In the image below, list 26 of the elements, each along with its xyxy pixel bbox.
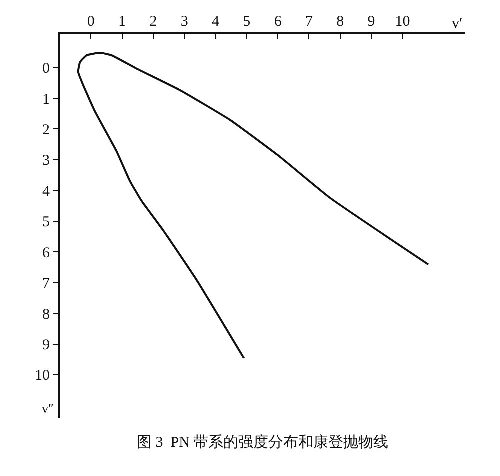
x-tick-label: 10	[395, 14, 410, 30]
y-tick-label: 1	[42, 92, 50, 108]
y-tick-label: 3	[42, 153, 50, 170]
x-tick-label: 5	[243, 14, 251, 30]
y-tick-label: 0	[42, 61, 50, 78]
y-tick-label: 8	[42, 306, 50, 323]
x-tick-label: 8	[336, 14, 344, 30]
x-tick-label: 3	[180, 14, 188, 30]
x-tick-label: 9	[368, 14, 376, 30]
y-tick-label: 7	[42, 276, 50, 292]
x-tick-label: 4	[212, 14, 220, 30]
x-tick-label: 6	[274, 14, 282, 30]
y-tick-label: 5	[42, 214, 50, 231]
x-axis-title: v′	[452, 16, 463, 32]
y-tick-label: 9	[42, 338, 50, 354]
x-tick-label: 1	[118, 14, 126, 30]
text: 图 3 PN 带系的强度分布和康登抛物线	[137, 434, 389, 451]
x-tick-label: 0	[87, 14, 95, 30]
y-tick-label: 10	[35, 368, 50, 384]
line-series	[77, 52, 430, 360]
y-tick-label: 2	[42, 122, 50, 138]
x-tick-label: 7	[305, 14, 314, 30]
y-axis-title: v″	[42, 401, 54, 416]
y-tick-label: 6	[42, 245, 50, 262]
y-tick-label: 4	[42, 184, 50, 200]
x-tick-label: 2	[150, 14, 158, 30]
